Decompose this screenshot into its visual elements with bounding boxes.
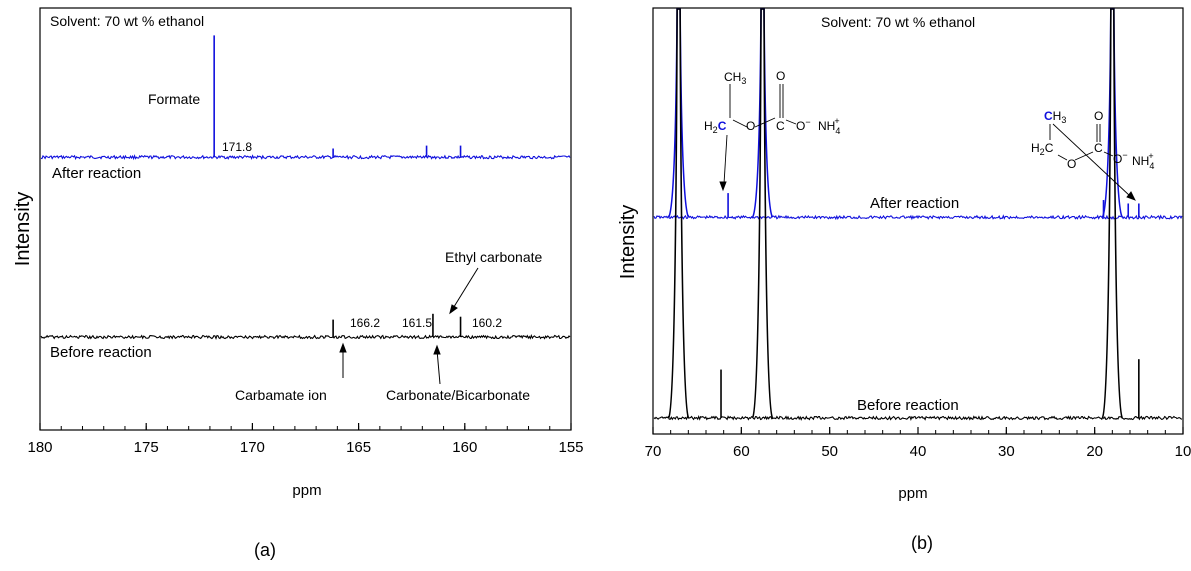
y-axis-label-b: Intensity xyxy=(617,205,639,279)
chem-right-bonds xyxy=(1049,123,1136,201)
x-tick-label: 70 xyxy=(645,443,662,460)
plot-frame-a xyxy=(39,7,572,431)
y-axis-label-a: Intensity xyxy=(12,192,34,266)
peak-label-171-8: 171.8 xyxy=(222,140,252,154)
annotations-b: Solvent: 70 wt % ethanol After reaction … xyxy=(821,14,975,414)
annotation-formate: Formate xyxy=(148,91,200,107)
spectral-peak xyxy=(751,8,774,419)
chem-left-o-bottom: O xyxy=(746,119,755,133)
spectral-peak xyxy=(751,8,774,218)
series-label-after-b: After reaction xyxy=(870,195,959,212)
series-label-before-b: Before reaction xyxy=(857,397,959,414)
annotation-ethyl-carbonate: Ethyl carbonate xyxy=(445,249,542,265)
spectral-peak xyxy=(1101,8,1124,419)
x-tick-label: 10 xyxy=(1175,443,1191,460)
x-tick-label: 40 xyxy=(910,443,927,460)
chem-left-ch3: CH3 xyxy=(724,70,746,86)
x-tick-label: 60 xyxy=(733,443,750,460)
peak-label-160-2: 160.2 xyxy=(472,316,502,330)
chem-left-o-top: O xyxy=(776,69,785,83)
annotation-solvent-b: Solvent: 70 wt % ethanol xyxy=(821,14,975,30)
chem-right-c: C xyxy=(1094,141,1103,155)
series-line xyxy=(40,333,571,340)
chem-right-ch3: CH3 xyxy=(1044,109,1066,125)
x-tick-label: 50 xyxy=(821,443,838,460)
chem-left-o-minus: O− xyxy=(796,117,811,133)
chem-left-c: C xyxy=(776,119,785,133)
chem-structure-right: CH3 O H2C C O O− NH4+ xyxy=(1031,109,1154,201)
series-line xyxy=(653,414,1183,421)
x-axis-ticks-b: 70 60 50 40 30 20 10 xyxy=(645,427,1191,460)
chart-b-svg: 70 60 50 40 30 20 10 Solvent: 70 wt % ethanol … xyxy=(617,7,1191,553)
x-axis-label-a: ppm xyxy=(292,482,321,499)
chart-a-svg: 180 175 170 165 160 155 Solvent: 70 wt % etha… xyxy=(12,7,584,560)
series-label-after-a: After reaction xyxy=(52,165,141,182)
x-tick-label: 20 xyxy=(1086,443,1103,460)
annotation-arrows-a xyxy=(339,267,479,385)
x-tick-label: 175 xyxy=(134,439,159,456)
x-tick-label: 155 xyxy=(558,439,583,456)
spectral-peak xyxy=(667,8,690,419)
chem-left-nh4: NH4+ xyxy=(818,116,840,136)
panel-label-a: (a) xyxy=(254,540,276,560)
chem-right-h2c: H2C xyxy=(1031,141,1054,157)
series-line xyxy=(653,214,1183,221)
annotation-solvent-a: Solvent: 70 wt % ethanol xyxy=(50,13,204,29)
panel-label-b: (b) xyxy=(911,533,933,553)
series-label-before-a: Before reaction xyxy=(50,344,152,361)
series-line xyxy=(40,154,571,161)
chem-left-h2c: H2C xyxy=(704,119,727,135)
annotation-carbonate: Carbonate/Bicarbonate xyxy=(386,387,530,403)
spectral-peak xyxy=(667,8,690,218)
chem-right-o-top: O xyxy=(1094,109,1103,123)
chem-structure-left: CH3 O H2C C O O− NH4+ xyxy=(704,69,840,192)
chem-right-o-bottom: O xyxy=(1067,157,1076,171)
peak-label-166-2: 166.2 xyxy=(350,316,380,330)
x-tick-label: 170 xyxy=(240,439,265,456)
chem-right-nh4: NH4+ xyxy=(1132,151,1154,171)
chem-right-o-minus: O− xyxy=(1113,150,1128,166)
x-tick-label: 165 xyxy=(346,439,371,456)
x-axis-label-b: ppm xyxy=(898,485,927,502)
series-group-a xyxy=(40,35,571,340)
peak-label-161-5: 161.5 xyxy=(402,316,432,330)
annotations-a: Solvent: 70 wt % ethanol Formate 171.8 A… xyxy=(50,13,542,403)
series-group-b xyxy=(653,8,1183,421)
x-tick-label: 160 xyxy=(452,439,477,456)
chart-panel-b: 70 60 50 40 30 20 10 Solvent: 70 wt % ethanol … xyxy=(600,0,1191,571)
x-axis-ticks-a: 180 175 170 165 160 155 xyxy=(27,423,584,456)
x-tick-label: 30 xyxy=(998,443,1015,460)
annotation-carbamate: Carbamate ion xyxy=(235,387,327,403)
x-tick-label: 180 xyxy=(27,439,52,456)
chart-panel-a: 180 175 170 165 160 155 Solvent: 70 wt % etha… xyxy=(0,0,590,571)
chem-left-bonds xyxy=(719,84,797,192)
